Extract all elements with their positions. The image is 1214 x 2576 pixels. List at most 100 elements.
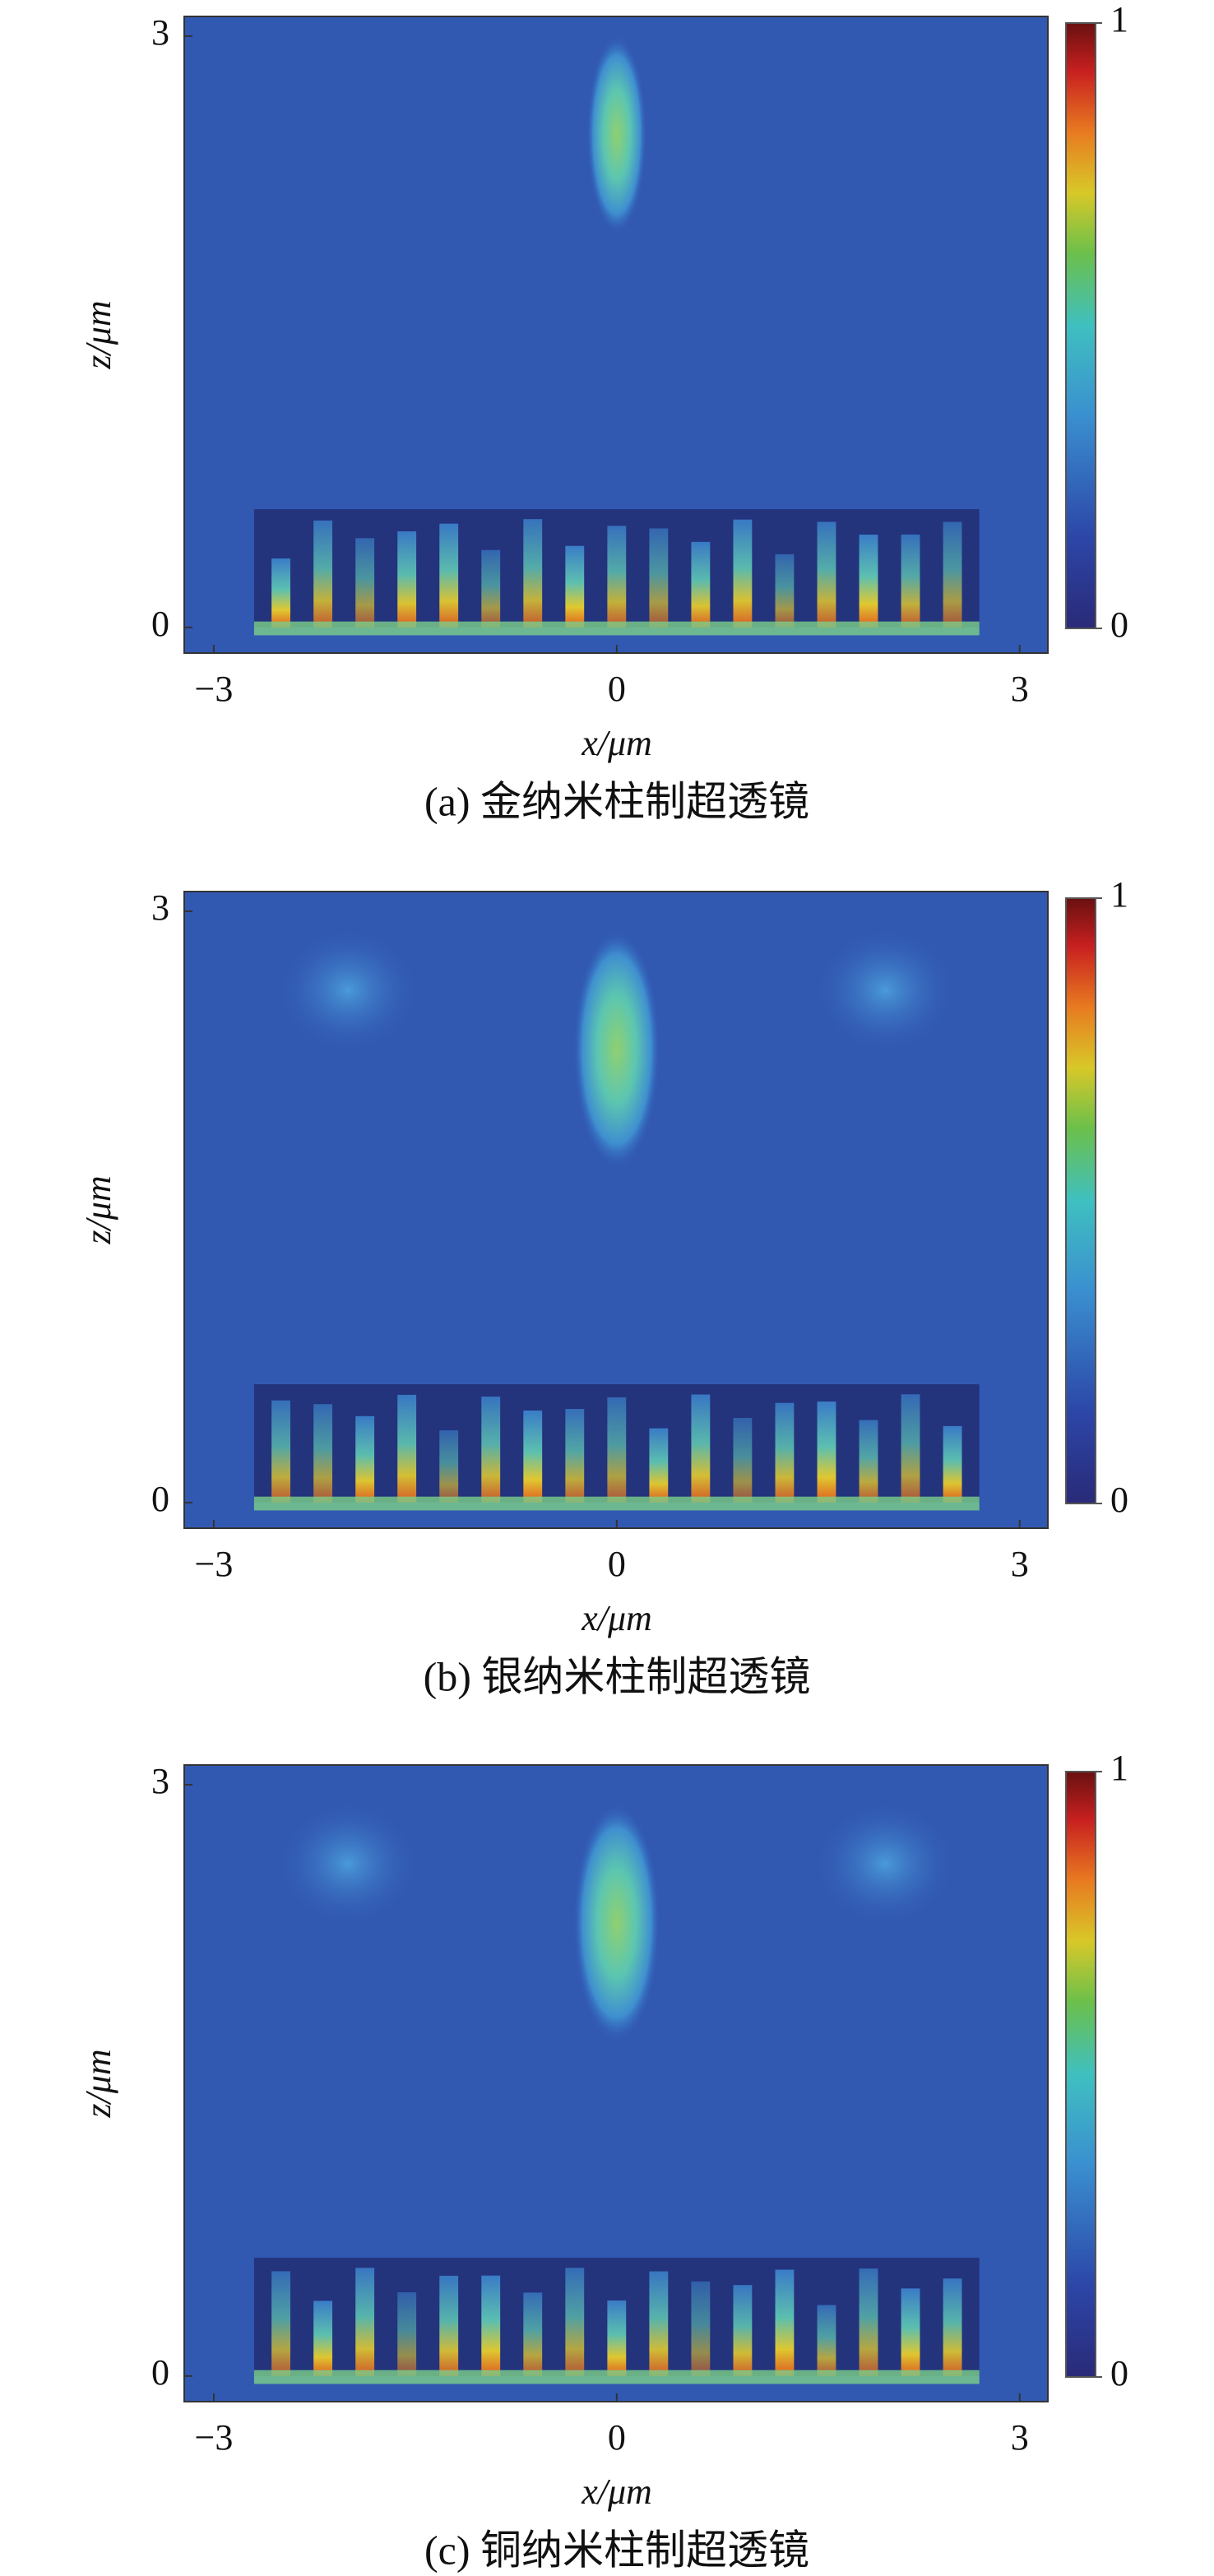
focal-spot xyxy=(573,930,660,1168)
pillar-field xyxy=(481,549,501,628)
colorbar-tick-label: 1 xyxy=(1110,874,1128,915)
pillar-field xyxy=(733,519,753,628)
x-tick-label: 3 xyxy=(1011,1544,1029,1584)
pillar-field xyxy=(523,2292,543,2376)
pillar-field xyxy=(649,2271,669,2376)
caption: (c) 铜纳米柱制超透镜 xyxy=(424,2527,809,2573)
focal-spot xyxy=(573,1804,660,2041)
pillar-field xyxy=(565,545,585,628)
pillar-field xyxy=(313,520,333,628)
pillar-field xyxy=(397,2292,417,2376)
x-tick-label: 3 xyxy=(1011,669,1029,709)
pillar-field xyxy=(859,534,878,628)
pillar-field xyxy=(355,2268,375,2376)
pillar-field xyxy=(901,1394,920,1503)
pillar-field xyxy=(397,531,417,628)
y-tick-label: 0 xyxy=(151,1479,169,1519)
pillar-field xyxy=(523,1410,543,1503)
pillar-field xyxy=(481,2275,501,2376)
pillar-field xyxy=(817,2305,836,2376)
side-lobe xyxy=(280,930,415,1049)
pillar-field xyxy=(439,523,459,628)
y-axis-label: z/μm xyxy=(78,2049,118,2118)
heatmap xyxy=(183,891,1049,1529)
pillar-field xyxy=(691,1394,711,1503)
side-lobe xyxy=(818,1804,953,1923)
pillar-field xyxy=(649,528,669,628)
pillar-field xyxy=(355,1415,375,1503)
x-tick-label: 0 xyxy=(608,2417,626,2458)
pillar-field xyxy=(313,1404,333,1503)
pillar-field xyxy=(607,2300,627,2376)
pillar-field xyxy=(565,2268,585,2376)
y-tick-label: 3 xyxy=(151,887,169,928)
pillar-field xyxy=(943,521,962,628)
y-tick-label: 0 xyxy=(151,2352,169,2393)
heatmap-field xyxy=(184,16,1048,653)
caption: (a) 金纳米柱制超透镜 xyxy=(424,778,809,824)
pillar-field xyxy=(481,1397,501,1503)
caption: (b) 银纳米柱制超透镜 xyxy=(424,1653,811,1699)
pillar-field xyxy=(271,558,291,628)
pillar-field xyxy=(271,2271,291,2376)
pillar-field xyxy=(439,1429,459,1503)
pillar-field xyxy=(817,1402,836,1503)
heatmap xyxy=(183,16,1049,654)
x-tick-label: 0 xyxy=(608,669,626,709)
colorbar xyxy=(1065,897,1096,1504)
substrate-strip xyxy=(253,1496,980,1511)
pillar-field xyxy=(691,2281,711,2376)
pillar-field xyxy=(943,2278,962,2376)
pillar-field xyxy=(943,1425,962,1503)
pillar-field xyxy=(901,2288,920,2376)
pillar-field xyxy=(397,1394,417,1503)
pillar-field xyxy=(565,1409,585,1503)
x-tick-label: 3 xyxy=(1011,2417,1029,2458)
pillar-field xyxy=(775,2269,795,2376)
pillar-field xyxy=(817,521,836,628)
heatmap-field xyxy=(184,1765,1048,2402)
pillar-field xyxy=(775,554,795,628)
heatmap xyxy=(183,1764,1049,2402)
pillar-field xyxy=(523,519,543,628)
y-axis-label: z/μm xyxy=(78,1175,118,1244)
pillar-field xyxy=(859,2268,878,2376)
x-axis-label: x/μm xyxy=(581,723,652,763)
side-lobe xyxy=(818,930,953,1049)
substrate-strip xyxy=(253,621,980,636)
y-tick-label: 3 xyxy=(151,1761,169,1801)
y-tick-label: 3 xyxy=(151,12,169,53)
colorbar-tick-label: 0 xyxy=(1110,1480,1128,1520)
substrate-strip xyxy=(253,2370,980,2384)
y-tick-label: 0 xyxy=(151,604,169,644)
pillar-field xyxy=(607,1397,627,1503)
colorbar xyxy=(1065,1771,1096,2378)
pillar-field xyxy=(733,2285,753,2376)
colorbar-tick-label: 0 xyxy=(1110,2353,1128,2393)
colorbar-tick-label: 0 xyxy=(1110,605,1128,645)
pillar-field xyxy=(607,526,627,628)
pillar-field xyxy=(733,1417,753,1503)
colorbar xyxy=(1065,22,1096,629)
pillar-field xyxy=(859,1420,878,1503)
x-tick-label: −3 xyxy=(195,2417,234,2458)
pillar-field xyxy=(313,2300,333,2376)
x-tick-label: −3 xyxy=(195,1544,234,1584)
x-axis-label: x/μm xyxy=(581,2472,652,2512)
pillar-field xyxy=(775,1402,795,1503)
x-tick-label: 0 xyxy=(608,1544,626,1584)
pillar-field xyxy=(439,2275,459,2376)
colorbar-tick-label: 1 xyxy=(1110,1748,1128,1788)
pillar-field xyxy=(691,541,711,628)
side-lobe xyxy=(280,1804,415,1923)
colorbar-tick-label: 1 xyxy=(1110,0,1128,39)
pillar-field xyxy=(649,1428,669,1503)
x-tick-label: −3 xyxy=(195,669,234,709)
pillar-field xyxy=(901,534,920,628)
heatmap-field xyxy=(184,892,1048,1528)
y-axis-label: z/μm xyxy=(78,300,118,369)
pillar-field xyxy=(355,538,375,628)
x-axis-label: x/μm xyxy=(581,1598,652,1638)
